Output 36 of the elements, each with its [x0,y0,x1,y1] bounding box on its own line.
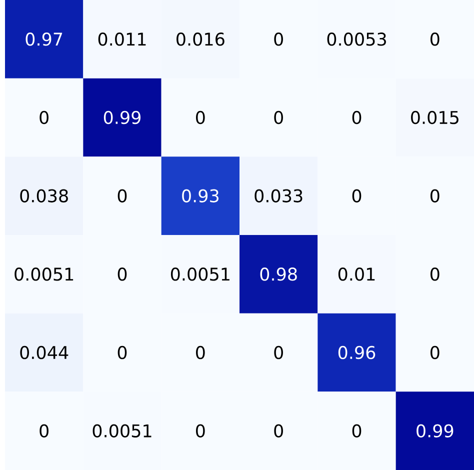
data-label: 0 [430,189,440,202]
data-label: 0 [430,32,440,46]
data-label: 0.044 [20,346,68,360]
data-label: 0.01 [338,268,375,281]
data-label: 0 [430,268,440,281]
data-label: 0.0051 [14,268,74,281]
data-label: 0.038 [20,189,68,202]
data-label: 0.97 [26,32,62,46]
data-label: 0.99 [104,110,140,124]
data-label: 0 [274,424,283,438]
data-label: 0 [430,346,440,360]
data-label: 0.0051 [170,268,230,281]
data-label: 0 [118,346,127,360]
data-label: 0.0053 [327,32,386,46]
data-label: 0.016 [176,32,224,46]
data-label: 0 [274,110,283,124]
data-label: 0 [196,346,205,360]
data-label: 0.99 [416,424,454,438]
data-label: 0.033 [254,189,302,202]
data-label: 0.015 [411,110,458,124]
data-label: 0 [118,268,127,281]
data-label: 0 [196,110,205,124]
data-label: 0.0051 [92,424,152,438]
data-label: 0 [352,189,362,202]
data-label: 0 [274,32,283,46]
data-label: 0 [274,346,283,360]
data-label: 0 [40,110,48,124]
data-label: 0 [352,424,362,438]
data-label: 0 [196,424,205,438]
data-label: 0.96 [338,346,376,360]
data-label: 0 [40,424,48,438]
data-label: 0.98 [260,268,297,281]
data-label: 0.011 [98,32,146,46]
data-label: 0 [352,110,362,124]
data-label: 0.93 [182,189,218,202]
data-label: 0 [118,189,127,202]
